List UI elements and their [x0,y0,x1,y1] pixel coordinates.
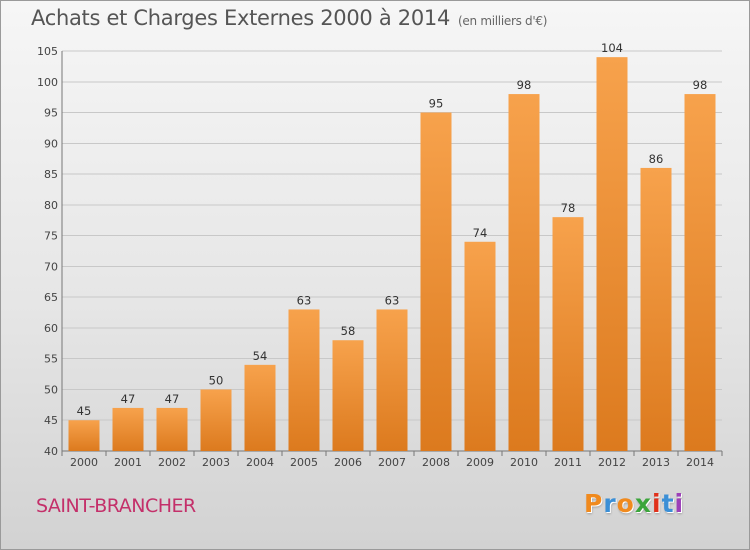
x-tick-label: 2008 [422,456,450,469]
x-tick-label: 2010 [510,456,538,469]
chart-subtitle: (en milliers d'€) [458,14,548,28]
y-tick-label: 90 [44,137,58,150]
place-name: SAINT-BRANCHER [36,495,196,517]
chart-title: Achats et Charges Externes 2000 à 2014 (e… [31,6,547,30]
x-tick-label: 2014 [686,456,714,469]
y-tick-label: 95 [44,107,58,120]
bar-value-label: 47 [165,392,180,406]
bar [68,420,100,451]
logo-letter: o [616,489,635,518]
bar-value-label: 63 [297,293,312,307]
labels: 45 2000 47 2001 47 2002 50 2003 54 2004 63 2005 58 20… [70,41,714,469]
x-tick-label: 2007 [378,456,406,469]
bar-value-label: 74 [473,226,488,240]
bar [112,407,144,451]
bar-value-label: 98 [693,78,708,92]
bar [684,94,716,452]
logo-letter: i [652,489,662,518]
logo-letter: x [634,489,652,518]
bar-value-label: 50 [209,373,224,387]
bar-value-label: 63 [385,293,400,307]
x-tick-label: 2012 [598,456,626,469]
y-tick-label: 45 [44,414,58,427]
bar-value-label: 47 [121,392,136,406]
bar-value-label: 45 [77,404,92,418]
y-tick-label: 60 [44,322,58,335]
y-tick-label: 85 [44,168,58,181]
y-tick-label: 50 [44,383,58,396]
x-tick-label: 2000 [70,456,98,469]
logo-letter: i [674,489,685,518]
x-tick-label: 2005 [290,456,318,469]
bar [288,309,320,451]
x-tick-label: 2004 [246,456,274,469]
y-tick-label: 40 [44,445,58,458]
y-tick-label: 75 [44,230,58,243]
bar-value-label: 86 [649,152,664,166]
logo-letter: r [603,489,617,518]
bar-value-label: 58 [341,324,356,338]
bar-value-label: 98 [517,78,532,92]
x-tick-label: 2009 [466,456,494,469]
bars [68,57,716,452]
bar-value-label: 78 [561,201,576,215]
x-tick-label: 2001 [114,456,142,469]
x-tick-label: 2006 [334,456,362,469]
bar [156,407,188,451]
y-tick-label: 100 [37,76,58,89]
axes: 40 45 50 55 60 65 70 75 80 85 90 95 100 105 [37,45,723,458]
chart-title-text: Achats et Charges Externes 2000 à 2014 [31,6,451,30]
bar [376,309,408,451]
x-tick-label: 2003 [202,456,230,469]
bar [420,112,452,452]
x-tick-label: 2011 [554,456,582,469]
proxiti-logo: Proxiti [584,489,684,518]
bar [464,241,496,451]
bar [200,389,232,451]
bar [640,167,672,451]
y-tick-label: 105 [37,45,58,58]
bar [596,57,628,452]
bar [244,364,276,451]
y-tick-label: 65 [44,291,58,304]
y-tick-label: 80 [44,199,58,212]
y-tick-label: 70 [44,260,58,273]
bar [552,217,584,451]
bar-value-label: 104 [601,41,623,55]
y-tick-label: 55 [44,353,58,366]
logo-letter: P [584,489,604,518]
bar [508,94,540,452]
bar-value-label: 54 [253,349,268,363]
bar-value-label: 95 [429,97,444,111]
x-tick-label: 2013 [642,456,670,469]
bar [332,340,364,451]
x-tick-label: 2002 [158,456,186,469]
logo-letter: t [661,489,675,518]
